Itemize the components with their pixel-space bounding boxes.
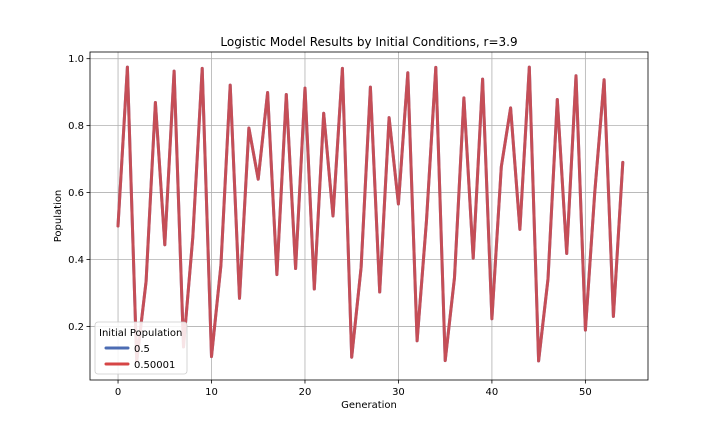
- x-tick-label: 50: [579, 387, 592, 398]
- y-axis-label: Population: [53, 190, 64, 243]
- y-tick-label: 1.0: [68, 54, 84, 65]
- legend-label-series-2: 0.50001: [134, 360, 175, 371]
- y-tick-label: 0.4: [68, 255, 84, 266]
- x-axis-label: Generation: [341, 400, 397, 411]
- series-line-2: [116, 65, 625, 364]
- x-tick-label: 10: [205, 387, 218, 398]
- legend-box: [94, 321, 188, 375]
- legend: Initial Population 0.5 0.50001: [94, 321, 188, 375]
- x-tick-label: 30: [392, 387, 405, 398]
- ticks: 0 10 20 30 40 50 0.2 0.4 0.6 0.8 1.0: [68, 54, 592, 398]
- series-layer: [116, 65, 625, 364]
- y-tick-label: 0.8: [68, 121, 84, 132]
- chart-title: Logistic Model Results by Initial Condit…: [220, 35, 517, 49]
- y-tick-label: 0.6: [68, 188, 84, 199]
- legend-label-series-1: 0.5: [134, 344, 150, 355]
- legend-title: Initial Population: [99, 328, 182, 339]
- x-tick-label: 20: [299, 387, 312, 398]
- x-tick-label: 0: [115, 387, 121, 398]
- plot-frame: [89, 51, 649, 381]
- x-tick-label: 40: [486, 387, 499, 398]
- y-tick-label: 0.2: [68, 322, 84, 333]
